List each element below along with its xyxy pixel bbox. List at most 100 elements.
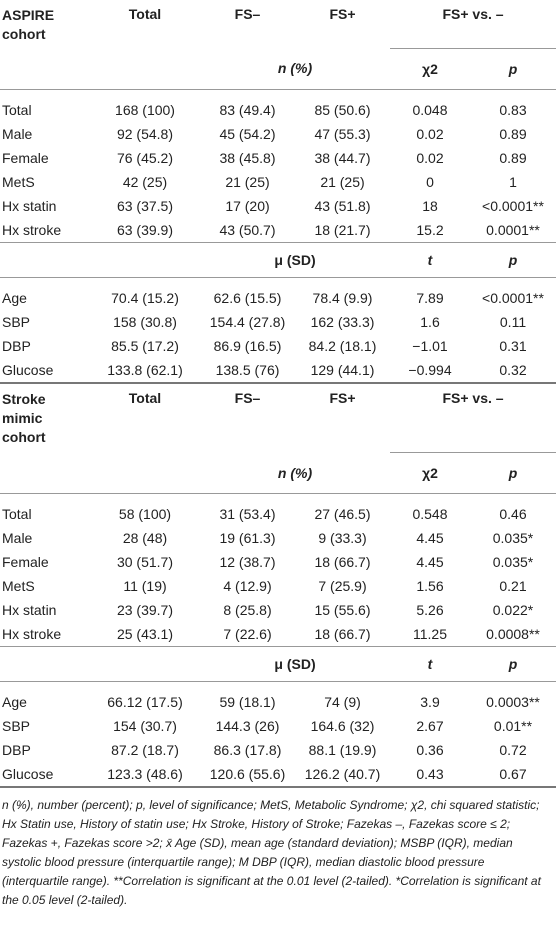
cell: 45 (54.2)	[219, 125, 276, 142]
cell: 1.56	[416, 578, 444, 594]
cell: 23 (39.7)	[116, 602, 174, 618]
cell: 18	[422, 197, 438, 214]
cell: 18 (66.7)	[314, 554, 371, 570]
cell: 0	[426, 173, 434, 190]
cell: 126.2 (40.7)	[304, 766, 381, 782]
cell: 2.67	[416, 718, 444, 734]
cell: 123.3 (48.6)	[107, 766, 183, 782]
cell: 0.035*	[492, 554, 534, 570]
table-body: ASPIRE cohort Total FS– FS+ FS+ vs. – n (%) χ2…	[0, 0, 556, 789]
data-row: Hx stroke 63 (39.9) 43 (50.7) 18 (21.7) 15.2…	[0, 218, 556, 243]
cell: 0.31	[499, 337, 527, 354]
header-row: ASPIRE cohort Total FS– FS+ FS+ vs. –	[0, 0, 556, 49]
column-header: FS+	[329, 6, 356, 22]
data-row: MetS 11 (19) 4 (12.9) 7 (25.9) 1.56 0.21	[0, 574, 556, 598]
cell: 8 (25.8)	[223, 602, 272, 618]
cell: −0.994	[408, 361, 452, 378]
cell: 12 (38.7)	[219, 554, 276, 570]
footnote: n (%), number (percent); p, level of sig…	[2, 798, 541, 907]
cell: 0.89	[499, 125, 527, 142]
cell: 158 (30.8)	[113, 313, 177, 330]
column-header: Total	[90, 381, 200, 453]
p-name: p	[508, 465, 518, 481]
subheader-row: μ (SD) t p	[0, 646, 556, 682]
subheader-row: n (%) χ2 p	[0, 453, 556, 494]
cell: 43 (51.8)	[314, 197, 371, 214]
cell: −1.01	[412, 337, 448, 354]
cell: 88.1 (19.9)	[308, 742, 377, 758]
cell: 164.6 (32)	[310, 718, 375, 734]
data-row: Total 58 (100) 31 (53.4) 27 (46.5) 0.548 0.46	[0, 493, 556, 526]
stat-label: μ (SD)	[200, 646, 390, 682]
cell: 18 (66.7)	[314, 626, 371, 642]
spacer	[90, 646, 200, 682]
row-label: Female	[2, 554, 49, 570]
row-label: Hx stroke	[2, 221, 62, 238]
cell: 18 (21.7)	[314, 221, 371, 238]
stat-name: χ2	[422, 60, 438, 77]
cell: 38 (44.7)	[314, 149, 371, 166]
row-label: DBP	[2, 742, 31, 758]
cell: 25 (43.1)	[116, 626, 174, 642]
row-label: Hx statin	[2, 197, 57, 214]
cell: 17 (20)	[225, 197, 270, 214]
data-row: MetS 42 (25) 21 (25) 21 (25) 0 1	[0, 170, 556, 194]
row-label: Total	[0, 88, 90, 122]
cell: 0.02	[416, 149, 444, 166]
data-row: Female 30 (51.7) 12 (38.7) 18 (66.7) 4.45 0.0…	[0, 550, 556, 574]
cell: 70.4 (15.2)	[90, 276, 200, 310]
cell: 86.9 (16.5)	[213, 337, 282, 354]
cell: 0.72	[499, 742, 527, 758]
cell: 76 (45.2)	[116, 149, 174, 166]
data-row: Hx stroke 25 (43.1) 7 (22.6) 18 (66.7) 11.25…	[0, 622, 556, 647]
cell: 19 (61.3)	[219, 530, 276, 546]
cell: 21 (25)	[320, 173, 365, 190]
cell: <0.0001**	[482, 197, 544, 214]
cell: 0.43	[416, 766, 444, 782]
column-header: Total	[128, 6, 162, 22]
cell: 0.89	[499, 149, 527, 166]
cell: 0.67	[499, 766, 527, 782]
cell: 4.45	[416, 530, 444, 546]
cell: 27 (46.5)	[295, 493, 390, 526]
cell: 83 (49.4)	[200, 88, 295, 122]
cell: 38 (45.8)	[219, 149, 276, 166]
cell: 168 (100)	[90, 88, 200, 122]
cell: 133.8 (62.1)	[107, 361, 183, 378]
stat-name: t	[390, 241, 470, 277]
data-table: ASPIRE cohort Total FS– FS+ FS+ vs. – n (%) χ2…	[0, 0, 556, 789]
cell: 0.048	[390, 88, 470, 122]
cell: 7 (22.6)	[223, 626, 272, 642]
row-label: Hx statin	[2, 602, 57, 618]
row-label: Glucose	[2, 766, 54, 782]
cell: 0.022*	[492, 602, 534, 618]
data-row: Glucose 123.3 (48.6) 120.6 (55.6) 126.2 (40…	[0, 762, 556, 787]
data-row: SBP 158 (30.8) 154.4 (27.8) 162 (33.3) 1.6 0.…	[0, 310, 556, 334]
cell: 86.3 (17.8)	[213, 742, 282, 758]
column-header: FS+	[295, 381, 390, 453]
cell: 0.548	[390, 493, 470, 526]
row-label: Age	[0, 276, 90, 310]
column-header: FS–	[200, 381, 295, 453]
row-label: Female	[2, 149, 49, 166]
p-name: p	[470, 241, 556, 277]
spacer	[0, 453, 90, 494]
cell: 78.4 (9.9)	[295, 276, 390, 310]
spacer	[90, 241, 200, 277]
cell: 154.4 (27.8)	[209, 313, 286, 330]
cell: 0.035*	[492, 530, 534, 546]
spacer	[0, 646, 90, 682]
data-row: Hx statin 63 (37.5) 17 (20) 43 (51.8) 18 <0.0…	[0, 194, 556, 218]
cell: 0.02	[416, 125, 444, 142]
cell: 4 (12.9)	[223, 578, 272, 594]
row-label: Male	[2, 125, 33, 142]
row-label: Age	[0, 681, 90, 714]
cohort-title: Stroke mimic cohort	[0, 381, 90, 453]
data-row: DBP 87.2 (18.7) 86.3 (17.8) 88.1 (19.9) 0.36…	[0, 738, 556, 762]
cell: 92 (54.8)	[116, 125, 174, 142]
cell: 0.0008**	[486, 626, 540, 642]
row-label: Male	[2, 530, 33, 546]
cell: 0.21	[499, 578, 527, 594]
cohort-title: ASPIRE cohort	[2, 7, 55, 42]
